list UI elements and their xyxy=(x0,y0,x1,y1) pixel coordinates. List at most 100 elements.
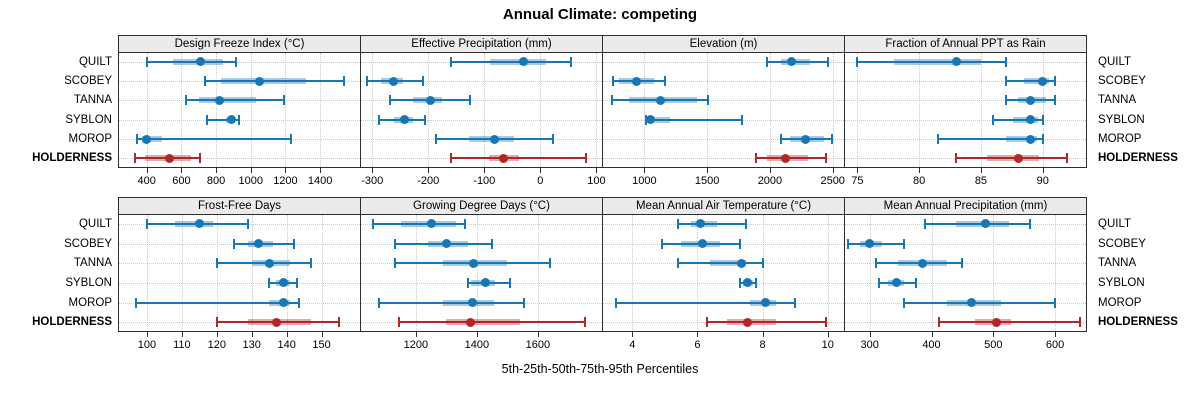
whisker-cap-morop xyxy=(794,297,797,308)
range-25-75-syblon xyxy=(647,116,670,123)
range-5-95-holderness xyxy=(399,321,586,324)
median-dot-syblon xyxy=(278,278,288,288)
axis-tick-mean-annual-air-temperature-c xyxy=(762,332,764,337)
axis-tick-label-effective-precipitation-mm: -100 xyxy=(473,175,496,187)
site-label-left-morop: MOROP xyxy=(68,296,112,309)
whisker-cap-holderness xyxy=(1066,153,1069,164)
median-dot-quilt xyxy=(519,57,529,67)
site-label-left-tanna: TANNA xyxy=(73,257,112,270)
range-5-95-syblon xyxy=(645,118,742,121)
axis-tick-effective-precipitation-mm xyxy=(372,168,374,173)
range-5-95-morop xyxy=(137,138,291,140)
median-dot-morop xyxy=(800,134,810,144)
site-label-right-syblon: SYBLON xyxy=(1098,113,1145,126)
gridline-horizontal xyxy=(603,139,844,140)
range-5-95-tanna xyxy=(185,99,284,102)
whisker-cap-quilt xyxy=(1029,218,1032,229)
whisker-cap-tanna xyxy=(961,258,964,269)
gridline-vertical xyxy=(320,53,322,167)
whisker-cap-holderness xyxy=(584,317,587,328)
median-dot-syblon xyxy=(645,115,655,125)
panel-header-fraction-of-annual-ppt-as-rain: Fraction of Annual PPT as Rain xyxy=(844,35,1087,53)
range-5-95-holderness xyxy=(956,157,1068,160)
median-dot-scobey xyxy=(697,239,707,248)
axis-tick-frost-free-days xyxy=(321,332,323,337)
whisker-cap-holderness xyxy=(937,317,940,328)
axis-tick-label-growing-degree-days-c: 1200 xyxy=(403,339,429,351)
median-dot-morop xyxy=(489,134,499,144)
whisker-cap-morop xyxy=(378,297,381,308)
site-label-right-syblon: SYBLON xyxy=(1098,276,1145,289)
whisker-cap-scobey xyxy=(902,238,905,249)
range-25-75-holderness xyxy=(446,319,520,326)
gridline-vertical xyxy=(216,215,218,331)
gridline-vertical xyxy=(980,53,982,167)
x-axis-caption: 5th-25th-50th-75th-95th Percentiles xyxy=(501,362,699,376)
whisker-cap-syblon xyxy=(740,114,743,125)
gridline-vertical xyxy=(484,53,486,167)
whisker-cap-quilt xyxy=(247,218,250,229)
panel-design-freeze-index-c xyxy=(118,52,361,168)
median-dot-tanna xyxy=(425,95,435,105)
axis-tick-label-effective-precipitation-mm: 0 xyxy=(537,175,544,187)
gridline-vertical xyxy=(537,215,539,331)
whisker-cap-syblon xyxy=(1041,114,1044,125)
axis-tick-label-mean-annual-air-temperature-c: 8 xyxy=(759,339,766,351)
whisker-cap-tanna xyxy=(761,258,764,269)
whisker-cap-morop xyxy=(1054,297,1057,308)
gridline-horizontal xyxy=(119,158,360,160)
whisker-cap-morop xyxy=(615,297,618,308)
whisker-cap-tanna xyxy=(676,258,679,269)
whisker-cap-quilt xyxy=(924,218,927,229)
gridline-vertical xyxy=(476,215,478,331)
axis-tick-effective-precipitation-mm xyxy=(428,168,430,173)
axis-tick-frost-free-days xyxy=(181,332,183,337)
gridline-vertical xyxy=(762,215,764,331)
range-25-75-tanna xyxy=(198,97,256,104)
whisker-cap-scobey xyxy=(233,238,236,249)
site-label-left-syblon: SYBLON xyxy=(65,276,112,289)
axis-tick-mean-annual-precipitation-mm xyxy=(931,332,933,337)
panel-mean-annual-air-temperature-c xyxy=(602,214,845,332)
axis-tick-label-effective-precipitation-mm: 100 xyxy=(587,175,606,187)
range-25-75-tanna xyxy=(710,260,747,267)
median-dot-morop xyxy=(761,298,771,307)
axis-tick-design-freeze-index-c xyxy=(250,168,252,173)
whisker-cap-tanna xyxy=(874,258,877,269)
median-dot-tanna xyxy=(1025,95,1035,105)
whisker-cap-syblon xyxy=(377,114,380,125)
median-dot-holderness xyxy=(780,153,790,163)
median-dot-scobey xyxy=(389,76,398,86)
median-dot-scobey xyxy=(865,239,875,248)
whisker-cap-holderness xyxy=(449,153,452,164)
axis-tick-label-design-freeze-index-c: 800 xyxy=(206,175,226,187)
median-dot-quilt xyxy=(696,219,706,229)
axis-tick-mean-annual-air-temperature-c xyxy=(697,332,699,337)
panel-frost-free-days xyxy=(118,214,361,332)
median-dot-morop xyxy=(967,298,977,307)
gridline-horizontal xyxy=(603,158,844,160)
axis-tick-label-effective-precipitation-mm: -200 xyxy=(417,175,440,187)
whisker-cap-syblon xyxy=(755,277,758,288)
range-5-95-morop xyxy=(379,301,525,304)
whisker-cap-quilt xyxy=(235,56,238,67)
whisker-cap-holderness xyxy=(825,317,828,328)
whisker-cap-scobey xyxy=(663,76,666,86)
gridline-vertical xyxy=(869,215,871,331)
median-dot-quilt xyxy=(427,219,437,229)
range-25-75-scobey xyxy=(1024,78,1049,84)
site-label-left-tanna: TANNA xyxy=(73,94,112,107)
whisker-cap-tanna xyxy=(469,95,472,106)
site-label-right-tanna: TANNA xyxy=(1098,94,1137,107)
axis-tick-fraction-of-annual-ppt-as-rain xyxy=(919,168,921,173)
whisker-cap-tanna xyxy=(611,95,614,106)
gridline-vertical xyxy=(428,53,430,167)
axis-tick-fraction-of-annual-ppt-as-rain xyxy=(980,168,982,173)
axis-tick-frost-free-days xyxy=(216,332,218,337)
whisker-cap-quilt xyxy=(449,56,452,67)
median-dot-scobey xyxy=(254,76,264,86)
axis-tick-growing-degree-days-c xyxy=(537,332,539,337)
whisker-cap-quilt xyxy=(676,218,679,229)
site-label-left-holderness: HOLDERNESS xyxy=(32,152,112,165)
